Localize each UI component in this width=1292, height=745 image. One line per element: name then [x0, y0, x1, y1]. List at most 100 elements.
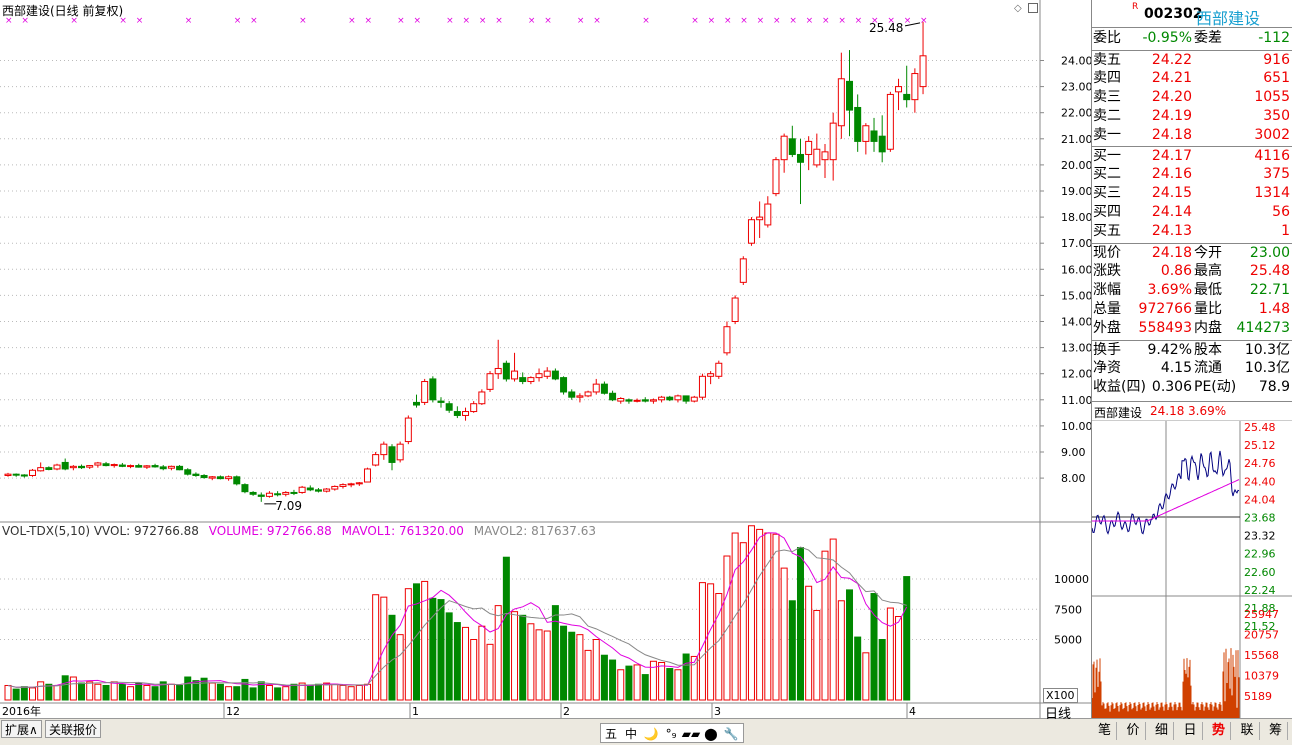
bid-row: 买五 24.13 1 — [1092, 222, 1292, 241]
candle-body — [29, 469, 37, 476]
candle-body — [870, 130, 878, 142]
volume-bar — [502, 556, 510, 701]
toolbar-tool-button[interactable]: °₉ — [665, 727, 677, 741]
volume-bar — [110, 681, 118, 701]
price-tick-label: 17.00 — [1061, 237, 1091, 250]
candle-body — [413, 401, 420, 406]
candle-body — [698, 375, 706, 398]
toolbar-tool-button[interactable]: 🔧 — [723, 727, 739, 741]
volume-bar — [429, 597, 437, 701]
volume-bar — [674, 669, 682, 701]
event-marker: × — [920, 16, 928, 26]
bid-row-cell: 4116 — [1254, 148, 1290, 164]
event-marker: × — [5, 16, 13, 26]
bid-row-cell: 1314 — [1254, 185, 1290, 201]
candle-body — [110, 464, 118, 467]
price-tick-label: 21.00 — [1061, 133, 1091, 146]
event-marker: × — [871, 16, 879, 26]
quote-tab[interactable]: 联 — [1236, 722, 1260, 740]
vol-tick-label: 10000 — [1054, 573, 1089, 586]
quote-tab[interactable]: 笔 — [1093, 722, 1117, 740]
quote-tab[interactable]: 筹 — [1264, 722, 1288, 740]
quote-tab[interactable]: 价 — [1122, 722, 1146, 740]
mini-price-label: 25.48 — [1244, 421, 1276, 434]
event-marker: × — [642, 16, 650, 26]
candle-body — [216, 476, 224, 480]
quote-header: R 002302 西部建设 — [1092, 0, 1292, 28]
volume-bar — [372, 594, 380, 701]
candle-body — [339, 484, 347, 487]
window-restore-icon[interactable]: ◇ — [1014, 3, 1022, 14]
quote-tab[interactable]: 细 — [1150, 722, 1174, 740]
volume-bar — [159, 681, 167, 701]
candle-body — [903, 93, 911, 101]
volume-bar — [739, 542, 747, 701]
event-marker: × — [789, 16, 797, 26]
candle-body — [290, 491, 298, 494]
volume-bar — [796, 547, 804, 701]
mini-vol-label: 5189 — [1244, 690, 1272, 703]
candle-body — [151, 465, 159, 468]
stat-row-cell: 0.86 — [1160, 263, 1192, 279]
event-marker: × — [364, 16, 372, 26]
toolbar-tool-button[interactable]: ▰▰ — [681, 727, 701, 741]
volume-bar — [135, 682, 143, 701]
toolbar-tool-button[interactable]: 五 — [604, 727, 617, 741]
bid-row: 买二 24.16 375 — [1092, 165, 1292, 184]
weibi-row-cell: 委比 — [1093, 30, 1121, 46]
bid-row-cell: 24.17 — [1151, 148, 1192, 164]
window-max-icon[interactable] — [1028, 3, 1038, 13]
volume-bar — [878, 639, 886, 701]
toolbar-tool-button[interactable]: 中 — [624, 727, 637, 741]
volume-bar — [94, 683, 102, 701]
candle-body — [584, 391, 592, 397]
volume-bar — [216, 683, 224, 701]
candle-body — [462, 411, 470, 416]
volume-bar — [78, 682, 86, 701]
candle-body — [167, 465, 175, 469]
toolbar-tool-button[interactable]: 🌙 — [643, 727, 659, 741]
volume-bar — [462, 626, 470, 701]
related-quote-button[interactable]: 关联报价 — [45, 720, 102, 738]
fund-row-cell: 4.15 — [1160, 360, 1192, 376]
mini-name: 西部建设 — [1094, 406, 1143, 420]
period-label[interactable]: 日线 — [1045, 707, 1072, 722]
ask-row-cell: 24.20 — [1151, 89, 1192, 105]
quote-tab[interactable]: 日 — [1179, 722, 1203, 740]
bid-row-cell: 56 — [1272, 204, 1290, 220]
volume-bar — [543, 630, 551, 701]
candle-body — [78, 465, 86, 469]
toolbar-tool-button[interactable]: ⬤ — [704, 727, 718, 741]
candle-body — [241, 484, 249, 493]
volume-bar — [192, 680, 200, 701]
ask-row: 卖一 24.18 3002 — [1092, 126, 1292, 145]
bid-row-cell: 1 — [1281, 223, 1290, 239]
volume-bar — [690, 655, 698, 701]
quote-tab[interactable]: 势 — [1207, 722, 1231, 740]
candle-body — [470, 403, 478, 413]
intraday-chart[interactable]: 25.48 25.12 24.76 24.40 24.04 23.68 23.32 22.96… — [1092, 421, 1292, 718]
volume-bar — [568, 631, 576, 701]
candle-body — [429, 378, 437, 401]
time-tick-label: 12 — [226, 705, 240, 718]
candle-body — [355, 482, 363, 485]
mini-vol-label: 15568 — [1244, 649, 1279, 662]
stat-row-cell: 内盘 — [1194, 320, 1222, 336]
stat-row-cell: 22.71 — [1249, 282, 1290, 298]
candle-body — [331, 485, 339, 490]
expand-button[interactable]: 扩展∧ — [1, 720, 42, 738]
event-marker: × — [691, 16, 699, 26]
volume-bar — [290, 683, 298, 701]
tool-strip: 五中 🌙 °₉ ▰▰ ⬤ 🔧 — [600, 723, 744, 743]
stat-row-cell: 总量 — [1093, 301, 1121, 317]
stat-row: 外盘 558493 内盘 414273 — [1092, 319, 1292, 338]
kline-chart[interactable]: 24.0023.0022.0021.0020.0019.0018.0017.00… — [0, 0, 1091, 718]
volume-bar — [805, 585, 813, 701]
volume-bar — [772, 533, 780, 701]
candle-body — [61, 461, 69, 470]
candle-body — [886, 93, 894, 150]
volume-bar — [592, 639, 600, 701]
quote-tabs: 笔价细日势联筹 — [1091, 719, 1292, 745]
bid-row-cell: 24.16 — [1151, 166, 1192, 182]
candle-body — [282, 491, 290, 495]
